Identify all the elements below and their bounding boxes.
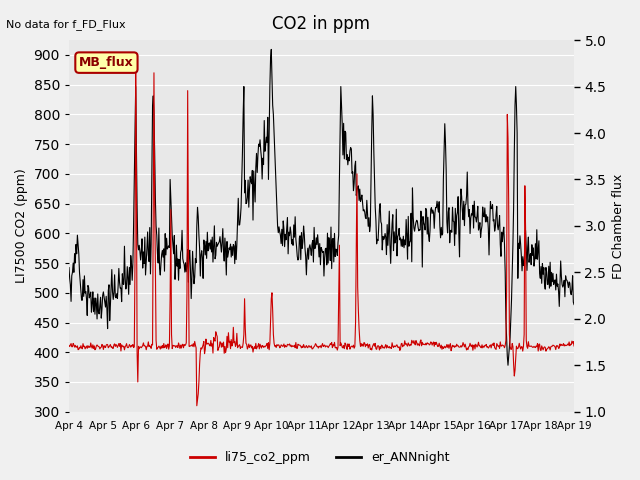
Y-axis label: FD Chamber flux: FD Chamber flux — [612, 173, 625, 278]
Legend: li75_co2_ppm, er_ANNnight: li75_co2_ppm, er_ANNnight — [186, 446, 454, 469]
Text: MB_flux: MB_flux — [79, 56, 134, 69]
Title: CO2 in ppm: CO2 in ppm — [273, 15, 371, 33]
Text: No data for f_FD_Flux: No data for f_FD_Flux — [6, 19, 126, 30]
Y-axis label: LI7500 CO2 (ppm): LI7500 CO2 (ppm) — [15, 168, 28, 283]
